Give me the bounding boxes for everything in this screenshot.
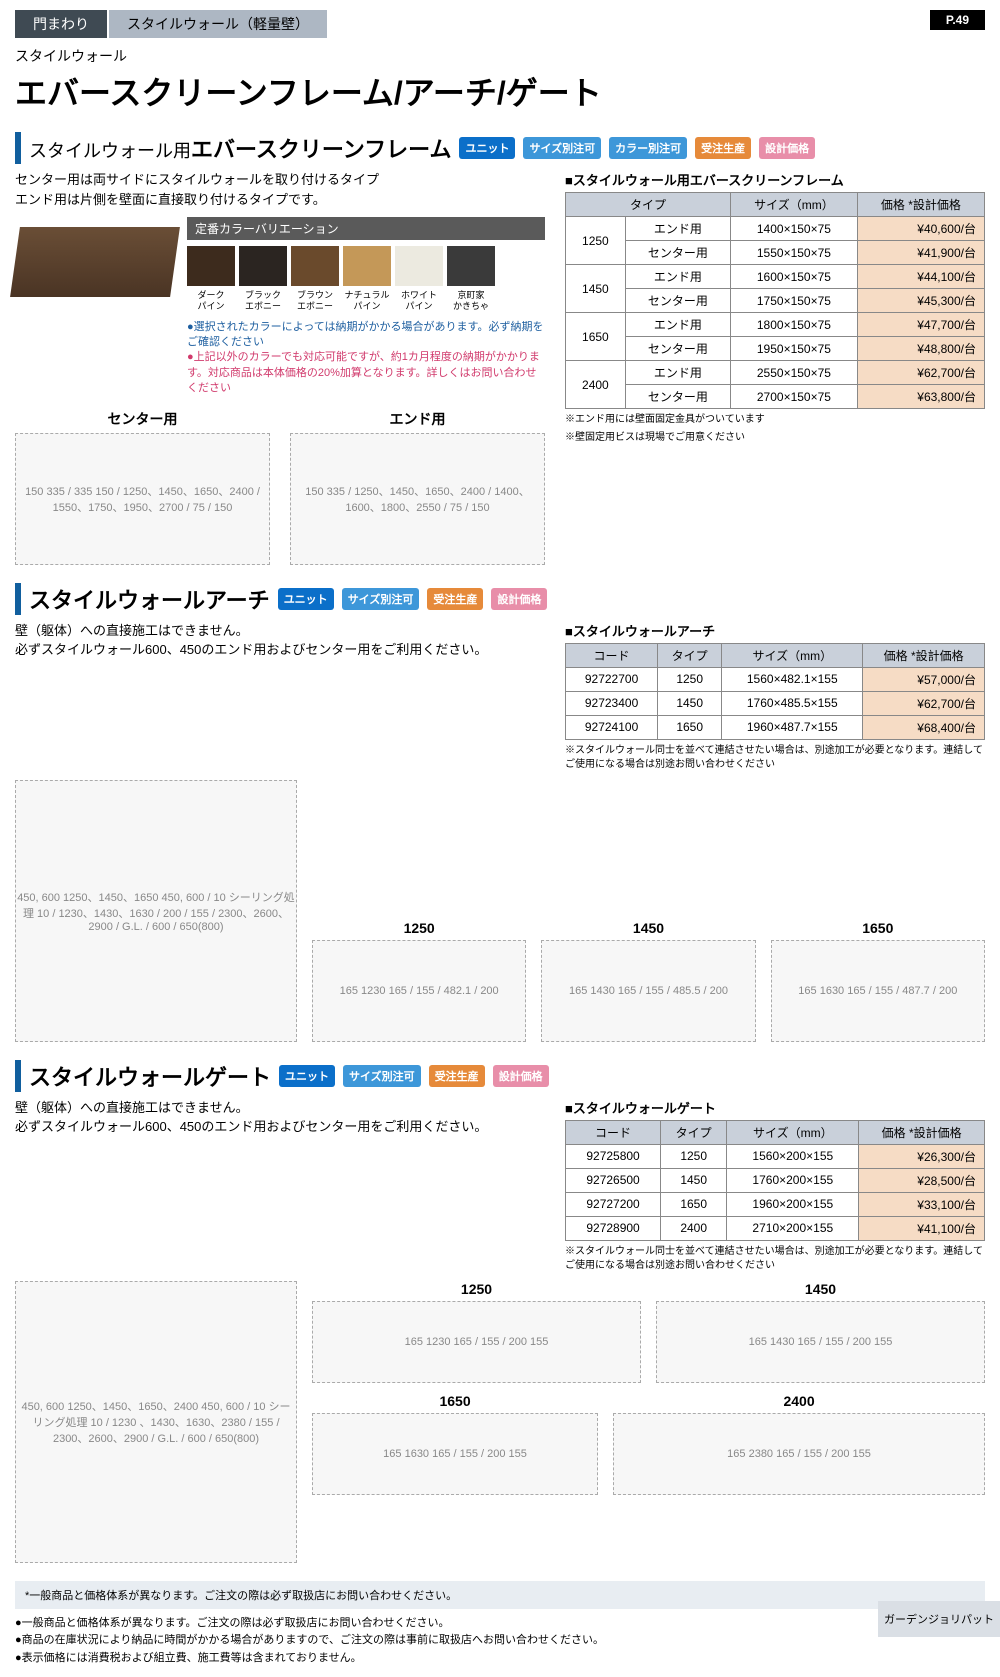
section1-desc: センター用は両サイドにスタイルウォールを取り付けるタイプ エンド用は片側を壁面に…	[15, 170, 545, 209]
main-title: エバースクリーンフレーム/アーチ/ゲート	[15, 68, 985, 114]
section-gate: スタイルウォールゲート ユニット サイズ別注可 受注生産 設計価格 壁（躯体）へ…	[15, 1060, 985, 1563]
table3-caption: ■スタイルウォールゲート	[565, 1098, 985, 1117]
swatch-label: ダークパイン	[187, 290, 235, 312]
gate-size-1450: 1450	[656, 1281, 985, 1297]
gate-size-1650: 1650	[312, 1393, 598, 1409]
gate-diag-1450: 165 1430 165 / 155 / 200 155	[656, 1301, 985, 1383]
arch-diag-1650: 165 1630 165 / 155 / 487.7 / 200	[771, 940, 985, 1042]
diagram-center: 150 335 / 335 150 / 1250、1450、1650、2400 …	[15, 433, 270, 565]
badge-unit: ユニット	[278, 588, 334, 610]
table3-note: ※スタイルウォール同士を並べて連結させたい場合は、別途加工が必要となります。連結…	[565, 1245, 985, 1273]
badge-color: カラー別注可	[609, 137, 687, 159]
diagram-end: 150 335 / 1250、1450、1650、2400 / 1400、160…	[290, 433, 545, 565]
section1-title: スタイルウォール用エバースクリーンフレーム	[15, 132, 451, 164]
color-swatch-labels: ダークパインブラックエボニーブラウンエボニーナチュラルパインホワイトパイン京町家…	[187, 290, 545, 312]
section3-desc: 壁（躯体）への直接施工はできません。 必ずスタイルウォール600、450のエンド…	[15, 1098, 545, 1137]
table3: コードタイプサイズ（mm）価格 *設計価格9272580012501560×20…	[565, 1120, 985, 1241]
color-swatch	[239, 246, 287, 286]
tab-primary: 門まわり	[15, 10, 107, 38]
section2-title: スタイルウォールアーチ	[15, 583, 270, 615]
section-arch: スタイルウォールアーチ ユニット サイズ別注可 受注生産 設計価格 壁（躯体）へ…	[15, 583, 985, 1042]
badge-price: 設計価格	[491, 588, 547, 610]
section2-desc2: 必ずスタイルウォール600、450のエンド用およびセンター用をご利用ください。	[15, 640, 545, 660]
swatch-label: ホワイトパイン	[395, 290, 443, 312]
footer-b2: ●商品の在庫状況により納品に時間がかかる場合がありますので、ご注文の際は事前に取…	[15, 1632, 985, 1650]
section1-title-main: エバースクリーンフレーム	[191, 137, 451, 162]
section1-title-sub: スタイルウォール用	[29, 141, 191, 161]
series-name: スタイルウォール	[15, 46, 985, 66]
gate-size-1250: 1250	[312, 1281, 641, 1297]
gate-diag-1650: 165 1630 165 / 155 / 200 155	[312, 1413, 598, 1495]
section-everscreen-frame: スタイルウォール用エバースクリーンフレーム ユニット サイズ別注可 カラー別注可…	[15, 132, 985, 565]
note-blue: ●選択されたカラーによっては納期がかかる場合があります。必ず納期をご確認ください	[187, 320, 545, 351]
arch-size-1250: 1250	[312, 920, 526, 936]
section3-desc1: 壁（躯体）への直接施工はできません。	[15, 1098, 545, 1118]
badge-unit: ユニット	[279, 1065, 335, 1087]
badge-price: 設計価格	[759, 137, 815, 159]
color-swatch	[395, 246, 443, 286]
badge-order: 受注生産	[695, 137, 751, 159]
gate-diagram-main: 450, 600 1250、1450、1650、2400 450, 600 / …	[15, 1281, 297, 1563]
section2-desc1: 壁（躯体）への直接施工はできません。	[15, 621, 545, 641]
color-swatch	[447, 246, 495, 286]
color-swatches	[187, 246, 545, 286]
footer-b3: ●表示価格には消費税および組立費、施工費等は含まれておりません。	[15, 1650, 985, 1668]
diagram-label-center: センター用	[15, 409, 270, 429]
section1-desc2: エンド用は片側を壁面に直接取り付けるタイプです。	[15, 190, 545, 210]
table2-note: ※スタイルウォール同士を並べて連結させたい場合は、別途加工が必要となります。連結…	[565, 744, 985, 772]
badge-price: 設計価格	[493, 1065, 549, 1087]
swatch-label: 京町家かきちゃ	[447, 290, 495, 312]
section2-desc: 壁（躯体）への直接施工はできません。 必ずスタイルウォール600、450のエンド…	[15, 621, 545, 660]
arch-diagram-main: 450, 600 1250、1450、1650 450, 600 / 10 シー…	[15, 780, 297, 1042]
footer-boxed: *一般商品と価格体系が異なります。ご注文の際は必ず取扱店にお問い合わせください。	[15, 1581, 985, 1609]
badge-size: サイズ別注可	[343, 1065, 421, 1087]
section3-title: スタイルウォールゲート	[15, 1060, 271, 1092]
arch-size-1650: 1650	[771, 920, 985, 936]
gate-size-2400: 2400	[613, 1393, 985, 1409]
arch-diag-1250: 165 1230 165 / 155 / 482.1 / 200	[312, 940, 526, 1042]
color-header: 定番カラーバリエーション	[187, 217, 545, 240]
table1-note2: ※壁固定用ビスは現場でご用意ください	[565, 431, 985, 445]
gate-diag-1250: 165 1230 165 / 155 / 200 155	[312, 1301, 641, 1383]
badge-size: サイズ別注可	[523, 137, 601, 159]
footer-b1: ●一般商品と価格体系が異なります。ご注文の際は必ず取扱店にお問い合わせください。	[15, 1615, 985, 1633]
arch-diag-1450: 165 1430 165 / 155 / 485.5 / 200	[541, 940, 755, 1042]
badge-size: サイズ別注可	[342, 588, 420, 610]
color-swatch	[343, 246, 391, 286]
table1-caption: ■スタイルウォール用エバースクリーンフレーム	[565, 170, 985, 189]
header-tabs: 門まわり スタイルウォール（軽量壁） P.49	[15, 10, 985, 38]
note-pink: ●上記以外のカラーでも対応可能ですが、約1カ月程度の納期がかかります。対応商品は…	[187, 350, 545, 396]
badge-unit: ユニット	[459, 137, 515, 159]
table1-note1: ※エンド用には壁面固定金具がついています	[565, 413, 985, 427]
footer-bullets: ●一般商品と価格体系が異なります。ご注文の際は必ず取扱店にお問い合わせください。…	[15, 1615, 985, 1668]
table2-caption: ■スタイルウォールアーチ	[565, 621, 985, 640]
tab-secondary: スタイルウォール（軽量壁）	[109, 10, 327, 38]
badge-order: 受注生産	[429, 1065, 485, 1087]
table1: タイプサイズ（mm）価格 *設計価格1250エンド用1400×150×75¥40…	[565, 192, 985, 409]
color-swatch	[187, 246, 235, 286]
swatch-label: ブラックエボニー	[239, 290, 287, 312]
color-swatch	[291, 246, 339, 286]
arch-size-1450: 1450	[541, 920, 755, 936]
section3-desc2: 必ずスタイルウォール600、450のエンド用およびセンター用をご利用ください。	[15, 1117, 545, 1137]
gate-diag-2400: 165 2380 165 / 155 / 200 155	[613, 1413, 985, 1495]
wood-beam-image	[10, 227, 180, 297]
badge-order: 受注生産	[427, 588, 483, 610]
side-tab: ガーデンジョリパット	[878, 1601, 1000, 1637]
diagram-label-end: エンド用	[290, 409, 545, 429]
section1-desc1: センター用は両サイドにスタイルウォールを取り付けるタイプ	[15, 170, 545, 190]
page-number: P.49	[930, 10, 985, 30]
swatch-label: ナチュラルパイン	[343, 290, 391, 312]
table2: コードタイプサイズ（mm）価格 *設計価格9272270012501560×48…	[565, 643, 985, 740]
swatch-label: ブラウンエボニー	[291, 290, 339, 312]
